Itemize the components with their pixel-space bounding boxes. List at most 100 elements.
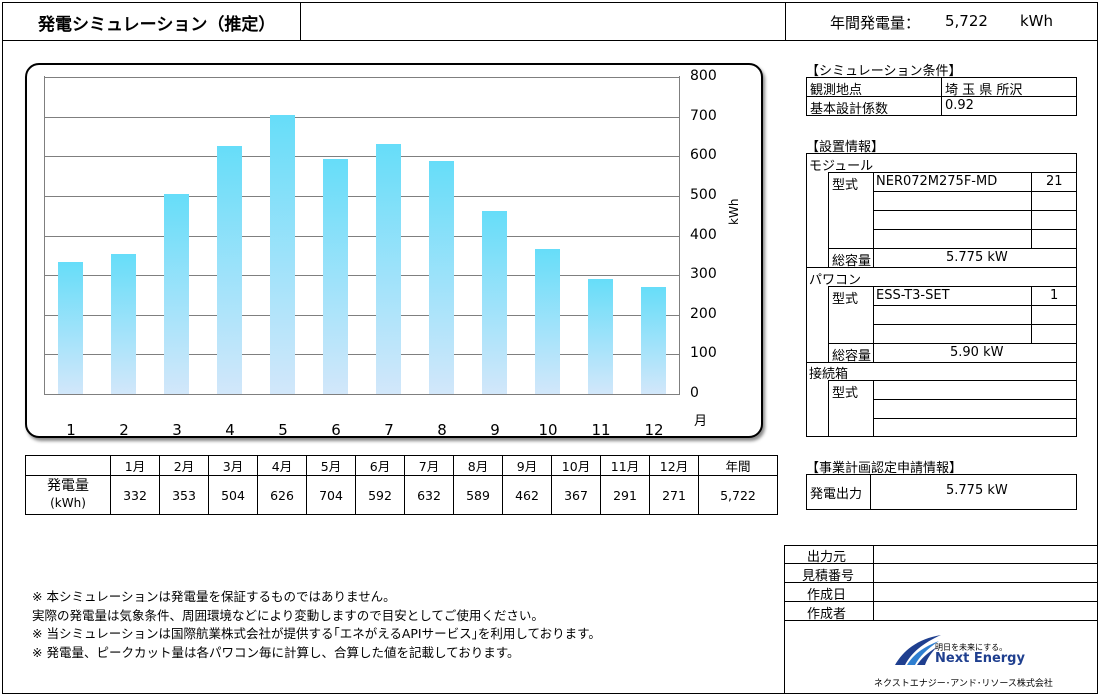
y-tick-label: 500	[690, 187, 717, 203]
module-type-value: NER072M275F-MD	[876, 174, 998, 189]
y-tick-label: 100	[690, 345, 717, 361]
footnote-4: ※ 発電量、ピークカット量は各パワコン毎に計算し、合算した値を記載しております。	[32, 645, 520, 660]
monthly-table: 1月 2月 3月 4月 5月 6月 7月 8月 9月 10月 11月 12月 年間 発電量 (kWh) …	[25, 455, 778, 515]
gridline	[44, 354, 680, 355]
location-label: 観測地点	[810, 83, 863, 98]
table-corner	[25, 455, 111, 476]
install-box	[806, 153, 1077, 437]
table-value-cell: 626	[257, 475, 307, 515]
gridline	[44, 156, 680, 157]
header-sep-1	[300, 2, 301, 40]
table-header-cell: 10月	[551, 455, 601, 476]
table-value-cell: 704	[306, 475, 356, 515]
x-tick-label: 11	[591, 421, 611, 439]
plan-box	[806, 474, 1077, 510]
author-label: 作成者	[807, 607, 847, 622]
module-label: モジュール	[809, 159, 874, 174]
footnote-2: 実際の発電量は気象条件、周囲環境などにより変動しますので目安としてご使用ください…	[32, 608, 544, 623]
design-coefficient-value: 0.92	[945, 98, 974, 113]
y-tick-label: 600	[690, 147, 717, 163]
y-tick-label: 200	[690, 306, 717, 322]
junction-box-label: 接続箱	[809, 367, 849, 382]
x-tick-label: 9	[490, 421, 500, 439]
header-divider	[2, 40, 1098, 41]
junction-type-label: 型式	[832, 386, 859, 401]
table-header-cell: 7月	[404, 455, 454, 476]
pcs-type-label: 型式	[832, 292, 859, 307]
design-coefficient-label: 基本設計係数	[810, 102, 889, 117]
x-tick-label: 3	[172, 421, 182, 439]
x-tick-label: 7	[384, 421, 394, 439]
y-axis-unit: kWh	[727, 198, 741, 225]
source-label: 出力元	[807, 550, 847, 565]
row-label-unit: (kWh)	[50, 496, 86, 510]
table-value-cell: 353	[159, 475, 209, 515]
gridline	[44, 394, 680, 395]
logo-mark	[895, 635, 941, 665]
pcs-count: 1	[1050, 288, 1059, 303]
table-header-cell: 11月	[600, 455, 650, 476]
footnote-3: ※ 当シミュレーションは国際航業株式会社が提供する｢エネがえるAPIサービス｣を…	[32, 626, 601, 641]
logo-tagline: 明日を未来にする。	[935, 643, 1008, 652]
table-header-cell: 1月	[110, 455, 160, 476]
table-header-cell: 8月	[453, 455, 503, 476]
created-date-label: 作成日	[807, 588, 847, 603]
table-value-cell: 592	[355, 475, 405, 515]
y-tick-label: 300	[690, 266, 717, 282]
table-value-cell: 367	[551, 475, 601, 515]
table-value-cell: 632	[404, 475, 454, 515]
page-title: 発電シミュレーション（推定）	[38, 15, 276, 35]
bar-month-5	[270, 115, 295, 394]
bar-month-11	[588, 279, 613, 394]
logo-name: Next Energy	[935, 651, 1025, 666]
gridline	[44, 315, 680, 316]
x-tick-label: 12	[644, 421, 664, 439]
pcs-label: パワコン	[809, 273, 862, 288]
module-total-value: 5.775 kW	[946, 250, 1008, 265]
bar-month-2	[111, 254, 136, 394]
quote-number-label: 見積番号	[802, 569, 855, 584]
table-value-cell: 332	[110, 475, 160, 515]
bar-month-3	[164, 194, 189, 394]
x-tick-label: 2	[119, 421, 129, 439]
table-value-cell: 5,722	[698, 475, 778, 515]
x-tick-label: 8	[437, 421, 447, 439]
y-tick-label: 400	[690, 227, 717, 243]
table-header-cell: 6月	[355, 455, 405, 476]
table-header-cell: 5月	[306, 455, 356, 476]
header-sep-2	[785, 2, 786, 40]
gridline	[44, 117, 680, 118]
gridline	[44, 77, 680, 78]
table-header-cell: 3月	[208, 455, 258, 476]
conditions-heading: 【シミュレーション条件】	[806, 64, 962, 79]
table-header-cell: 12月	[649, 455, 699, 476]
module-count: 21	[1046, 174, 1063, 189]
table-value-cell: 504	[208, 475, 258, 515]
table-header-cell: 9月	[502, 455, 552, 476]
plan-output-value: 5.775 kW	[946, 483, 1008, 498]
table-value-cell: 271	[649, 475, 699, 515]
bar-month-8	[429, 161, 454, 394]
bar-month-7	[376, 144, 401, 394]
bar-month-12	[641, 287, 666, 394]
table-value-cell: 462	[502, 475, 552, 515]
bar-month-1	[58, 262, 83, 394]
pcs-total-value: 5.90 kW	[950, 345, 1004, 360]
install-heading: 【設置情報】	[806, 140, 885, 155]
logo-company: ネクストエナジー･アンド･リソース株式会社	[874, 679, 1053, 689]
plan-output-label: 発電出力	[810, 487, 863, 502]
annual-generation-label: 年間発電量：	[830, 14, 921, 32]
location-value: 埼 玉 県 所沢	[945, 83, 1023, 98]
bar-month-10	[535, 249, 560, 394]
pcs-total-label: 総容量	[832, 349, 872, 364]
x-tick-label: 4	[225, 421, 235, 439]
bar-month-4	[217, 146, 242, 394]
annual-generation-unit: kWh	[1020, 12, 1054, 30]
meta-box	[784, 545, 1098, 694]
table-value-cell: 589	[453, 475, 503, 515]
gridline	[44, 196, 680, 197]
x-tick-label: 1	[66, 421, 76, 439]
module-type-label: 型式	[832, 178, 859, 193]
table-header-cell: 2月	[159, 455, 209, 476]
